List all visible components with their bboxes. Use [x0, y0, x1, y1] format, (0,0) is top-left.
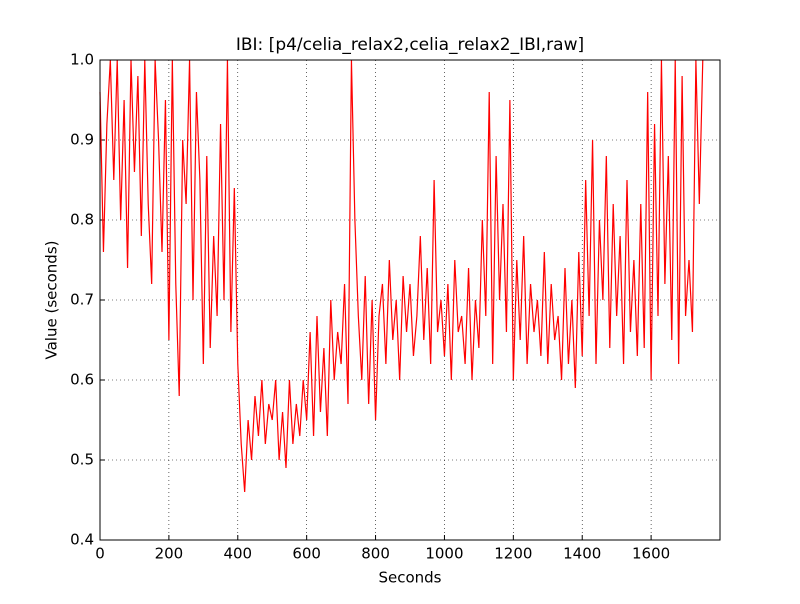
x-tick-label: 1200 — [494, 545, 532, 563]
x-tick-label: 1000 — [425, 545, 463, 563]
x-tick-label: 400 — [223, 545, 252, 563]
x-tick-label: 800 — [361, 545, 390, 563]
chart-title: IBI: [p4/celia_relax2,celia_relax2_IBI,r… — [236, 35, 584, 55]
x-tick-label: 1400 — [563, 545, 601, 563]
y-tick-label: 0.8 — [70, 211, 94, 229]
y-tick-label: 0.4 — [70, 531, 94, 549]
x-tick-label: 600 — [292, 545, 321, 563]
y-axis-label: Value (seconds) — [43, 241, 61, 360]
x-tick-label: 1600 — [632, 545, 670, 563]
x-tick-label: 200 — [155, 545, 184, 563]
y-tick-label: 0.5 — [70, 451, 94, 469]
data-line — [99, 59, 704, 493]
x-axis-label: Seconds — [378, 569, 441, 587]
y-tick-label: 0.6 — [70, 371, 94, 389]
y-tick-label: 0.7 — [70, 291, 94, 309]
plot-frame — [99, 59, 721, 541]
x-tick-label: 0 — [95, 545, 105, 563]
y-tick-label: 1.0 — [70, 51, 94, 69]
y-tick-label: 0.9 — [70, 131, 94, 149]
